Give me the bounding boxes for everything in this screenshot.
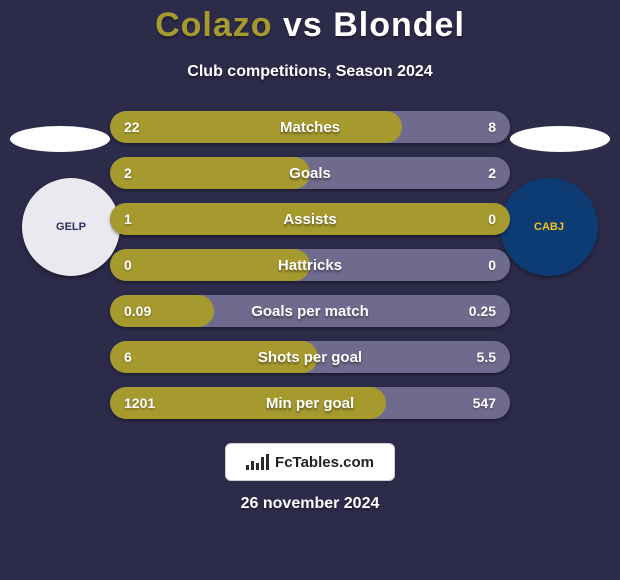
player1-name: Colazo [155, 6, 272, 44]
stat-row: 1Assists0 [110, 203, 510, 235]
player2-name: Blondel [333, 6, 465, 44]
stat-value-right: 0 [488, 211, 496, 227]
stat-value-right: 547 [473, 395, 496, 411]
stat-label: Min per goal [110, 395, 510, 412]
stat-label: Goals per match [110, 303, 510, 320]
footer-date: 26 november 2024 [0, 495, 620, 513]
stat-label: Assists [110, 211, 510, 228]
stat-label: Goals [110, 165, 510, 182]
stat-row: 2Goals2 [110, 157, 510, 189]
stat-row: 6Shots per goal5.5 [110, 341, 510, 373]
club-badge-right-text: CABJ [534, 221, 564, 233]
stat-row: 0Hattricks0 [110, 249, 510, 281]
subtitle: Club competitions, Season 2024 [0, 63, 620, 81]
left-marker-ellipse [10, 126, 110, 152]
club-badge-left-text: GELP [56, 221, 86, 233]
club-badge-left: GELP [22, 178, 120, 276]
right-marker-ellipse [510, 126, 610, 152]
bars-icon [246, 454, 269, 470]
vs-label: vs [283, 6, 323, 44]
stat-row: 22Matches8 [110, 111, 510, 143]
page-title: Colazo vs Blondel [0, 0, 620, 45]
stat-row: 0.09Goals per match0.25 [110, 295, 510, 327]
stat-value-right: 5.5 [477, 349, 496, 365]
stat-label: Shots per goal [110, 349, 510, 366]
brand-badge[interactable]: FcTables.com [225, 443, 395, 481]
stat-label: Matches [110, 119, 510, 136]
stat-value-right: 0.25 [469, 303, 496, 319]
stat-row: 1201Min per goal547 [110, 387, 510, 419]
stat-value-right: 8 [488, 119, 496, 135]
brand-text: FcTables.com [275, 454, 374, 471]
stat-value-right: 0 [488, 257, 496, 273]
stat-label: Hattricks [110, 257, 510, 274]
club-badge-right: CABJ [500, 178, 598, 276]
stat-value-right: 2 [488, 165, 496, 181]
